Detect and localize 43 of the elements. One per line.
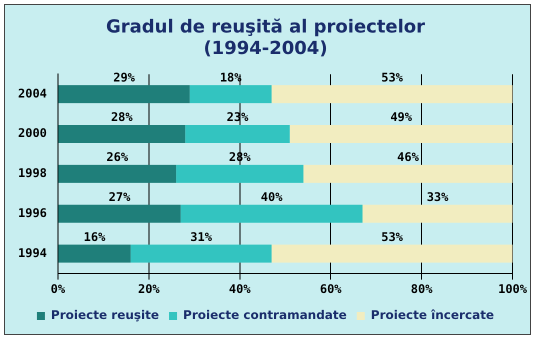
data-label: 28%	[110, 110, 134, 124]
legend-label: Proiecte reuşite	[50, 308, 160, 322]
bar	[58, 85, 190, 104]
data-label: 40%	[260, 190, 284, 204]
y-tick-label: 1994	[18, 246, 47, 260]
x-tick-label: 40%	[228, 282, 252, 296]
data-label: 26%	[106, 150, 129, 164]
y-tick-label: 1996	[18, 206, 47, 220]
bar	[272, 244, 513, 263]
bar	[58, 204, 181, 223]
x-tick-label: 0%	[50, 282, 66, 296]
bar	[290, 125, 513, 143]
legend-label: Proiecte contramandate	[183, 308, 347, 322]
bar	[58, 164, 176, 183]
data-label: 27%	[108, 190, 132, 204]
data-label: 16%	[84, 230, 106, 244]
y-tick-label: 1998	[18, 166, 47, 180]
x-tick-label: 60%	[320, 282, 342, 296]
data-label: 46%	[397, 150, 420, 164]
chart-title: Gradul de reuşită al proiectelor	[106, 16, 426, 38]
x-tick-label: 80%	[410, 282, 434, 296]
bar	[362, 204, 513, 223]
bar	[272, 85, 513, 104]
bar	[190, 85, 272, 104]
data-label: 49%	[390, 110, 413, 124]
y-tick-label: 2004	[18, 86, 47, 100]
data-label: 53%	[381, 230, 404, 244]
x-tick-label: 20%	[138, 282, 160, 296]
data-label: 33%	[426, 190, 450, 204]
chart-subtitle: (1994-2004)	[203, 38, 328, 60]
y-tick-label: 2000	[18, 126, 47, 140]
data-label: 29%	[113, 70, 136, 84]
bar	[176, 164, 304, 183]
legend-label: Proiecte încercate	[370, 308, 494, 322]
bar	[130, 244, 272, 263]
data-label: 31%	[190, 230, 213, 244]
bar	[180, 204, 363, 223]
bar	[185, 125, 290, 143]
data-label: 53%	[381, 70, 404, 84]
bar	[58, 244, 131, 263]
x-tick-label: 100%	[498, 282, 528, 296]
bar	[303, 164, 513, 183]
bar	[58, 125, 186, 143]
